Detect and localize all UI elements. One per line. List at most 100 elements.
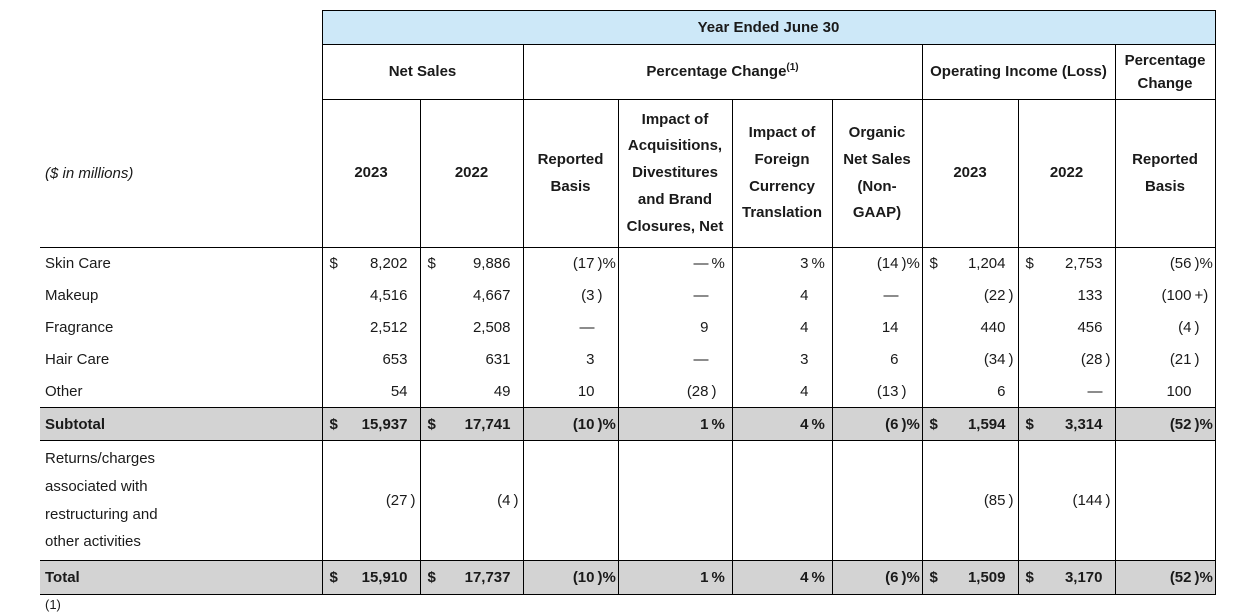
value-cell: $3,170 xyxy=(1017,560,1115,595)
value-cell: (13) xyxy=(831,375,922,408)
value-cell: — xyxy=(617,279,732,312)
value-cell: 14 xyxy=(831,311,922,344)
cell-suffix: ) xyxy=(1105,492,1111,509)
cell-value: 133 xyxy=(1077,287,1103,304)
cell-value: 4 xyxy=(800,569,809,586)
dollar-sign: $ xyxy=(329,569,338,586)
value-cell-content: (52)% xyxy=(1116,569,1215,586)
value-cell-content: 1% xyxy=(619,416,732,433)
value-cell-content: $3,170 xyxy=(1019,569,1115,586)
row-label-text: Makeup xyxy=(45,287,99,304)
cell-value: 3 xyxy=(800,255,809,273)
value-cell-content: 4,516 xyxy=(323,287,420,304)
dollar-sign: $ xyxy=(329,415,338,433)
cell-value: 14 xyxy=(881,319,899,336)
value-cell: (52)% xyxy=(1114,560,1216,595)
cell-suffix: )% xyxy=(597,255,616,273)
value-cell-content: (27) xyxy=(323,492,420,509)
group-percentage-change-right-label: Percentage Change xyxy=(1124,51,1206,92)
value-cell-content: (85) xyxy=(923,492,1018,509)
value-cell-content: $17,741 xyxy=(421,416,523,433)
value-cell-content: 3% xyxy=(733,255,832,272)
value-cell: 133 xyxy=(1017,279,1115,312)
cell-value: 1,204 xyxy=(967,255,1006,273)
value-cell-content: 4 xyxy=(733,287,832,304)
value-cell-content: $1,594 xyxy=(923,416,1018,433)
col-impact-foreign-currency: Impact of Foreign Currency Translation xyxy=(731,99,833,248)
col-operating-income-2023: 2023 xyxy=(921,99,1019,248)
cell-value: 3 xyxy=(586,351,595,368)
value-cell xyxy=(831,440,922,561)
table-row-data-2: Fragrance 2,512 2,508 — 9 4 14 440 456 (4) xyxy=(40,311,1216,344)
value-cell: $17,737 xyxy=(419,560,523,595)
cell-value: (3 xyxy=(581,287,595,304)
value-cell-content: 54 xyxy=(323,383,420,400)
value-cell: (22) xyxy=(921,279,1018,312)
value-cell: —% xyxy=(617,247,732,280)
value-cell: $1,204 xyxy=(921,247,1018,280)
cell-suffix: % xyxy=(711,415,725,433)
cell-value: 8,202 xyxy=(369,255,408,273)
table-row-data-4: Other 54 49 10 (28) 4 (13) 6 — 100 xyxy=(40,375,1216,408)
cell-suffix: % xyxy=(711,569,725,586)
cell-value: (22 xyxy=(983,287,1006,304)
cell-value: — xyxy=(693,351,709,368)
value-cell-content: (56)% xyxy=(1116,255,1215,272)
value-cell: (34) xyxy=(921,343,1018,376)
value-cell-content: 631 xyxy=(421,351,523,368)
cell-value: 6 xyxy=(997,382,1006,400)
table-row-total-7: Total $15,910 $17,737 (10)% 1% 4% (6)% $1,509 $3… xyxy=(40,560,1216,595)
dollar-sign: $ xyxy=(929,415,938,433)
group-operating-income: Operating Income (Loss) xyxy=(921,44,1116,100)
cell-value: (14 xyxy=(876,255,899,273)
value-cell: $2,753 xyxy=(1017,247,1115,280)
value-cell-content: $2,753 xyxy=(1019,255,1115,272)
cell-value: (85 xyxy=(983,492,1006,509)
value-cell-content: (21) xyxy=(1116,351,1215,368)
value-cell: 4,667 xyxy=(419,279,523,312)
cell-value: (17 xyxy=(572,255,595,273)
cell-value: (28 xyxy=(1080,351,1103,368)
value-cell-content: 4 xyxy=(733,383,832,400)
col-pct-change-reported-basis: Reported Basis xyxy=(1114,99,1216,248)
cell-value: 631 xyxy=(485,351,511,368)
cell-value: (100 xyxy=(1161,287,1192,304)
value-cell: 49 xyxy=(419,375,523,408)
value-cell: 6 xyxy=(831,343,922,376)
col-organic-net-sales: Organic Net Sales (Non-GAAP) xyxy=(831,99,923,248)
row-label: Other xyxy=(40,376,322,408)
value-cell-content: $1,204 xyxy=(923,255,1018,272)
value-cell: — xyxy=(522,311,618,344)
value-cell: (85) xyxy=(921,440,1018,561)
value-cell: 4% xyxy=(731,560,832,595)
value-cell: $1,594 xyxy=(921,407,1018,441)
cell-suffix: ) xyxy=(711,382,717,400)
value-cell: 4% xyxy=(731,407,832,441)
group-operating-income-label: Operating Income (Loss) xyxy=(930,63,1107,81)
table-row-subtotal-5: Subtotal $15,937 $17,741 (10)% 1% 4% (6)% $1,59… xyxy=(40,407,1216,441)
cell-value: (10 xyxy=(572,415,595,433)
cell-suffix: ) xyxy=(1008,492,1014,509)
cell-value: 49 xyxy=(493,382,511,400)
value-cell: $15,910 xyxy=(321,560,420,595)
row-label-text: Skin Care xyxy=(45,255,111,273)
cell-value: 1,509 xyxy=(967,569,1006,586)
cell-value: 4,667 xyxy=(472,287,511,304)
value-cell-content: (28) xyxy=(1019,351,1115,368)
cell-value: 17,737 xyxy=(464,569,511,586)
value-cell: $17,741 xyxy=(419,407,523,441)
value-cell-content: (17)% xyxy=(524,255,618,272)
cell-suffix: ) xyxy=(1194,351,1200,368)
value-cell-content: (6)% xyxy=(833,569,922,586)
value-cell-content: — xyxy=(1019,383,1115,400)
table-row-data-1: Makeup 4,516 4,667 (3) — 4 — (22) 133 (100 +) xyxy=(40,279,1216,312)
value-cell-content: $1,509 xyxy=(923,569,1018,586)
cell-value: 4 xyxy=(800,415,809,433)
cell-value: 4,516 xyxy=(369,287,408,304)
row-label-text: Other xyxy=(45,382,83,400)
table-body: Skin Care $8,202 $9,886 (17)% —% 3% (14)% $1,20… xyxy=(40,247,1216,595)
value-cell-content: 1% xyxy=(619,569,732,586)
cell-value: (28 xyxy=(686,382,709,400)
footnote-ref-1: (1) xyxy=(786,62,799,74)
value-cell-content: (52)% xyxy=(1116,416,1215,433)
